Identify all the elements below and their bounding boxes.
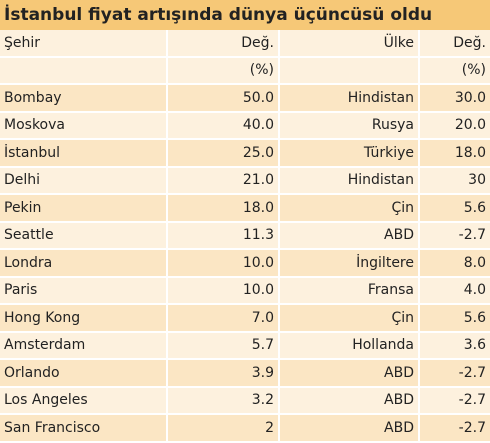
data-row: Londra 10.0 İngiltere 8.0	[0, 250, 490, 278]
table-cell: Türkiye	[280, 140, 420, 168]
table-cell: -2.7	[420, 387, 490, 415]
table-cell: San Francisco	[0, 415, 168, 443]
unit-cell	[0, 57, 168, 85]
table-cell: Fransa	[280, 277, 420, 305]
table-cell: 2	[168, 415, 280, 443]
column-header: Şehir	[0, 30, 168, 58]
table-cell: ABD	[280, 360, 420, 388]
table-cell: ABD	[280, 387, 420, 415]
title: İstanbul fiyat artışında dünya üçüncüsü …	[0, 0, 490, 30]
table-cell: 7.0	[168, 305, 280, 333]
data-row: Bombay 50.0 Hindistan 30.0	[0, 85, 490, 113]
table-cell: 10.0	[168, 250, 280, 278]
table-cell: 50.0	[168, 85, 280, 113]
table-cell: 30	[420, 167, 490, 195]
table-cell: 3.2	[168, 387, 280, 415]
table-cell: 3.6	[420, 332, 490, 360]
table-cell: 18.0	[168, 195, 280, 223]
data-row: Paris 10.0 Fransa 4.0	[0, 277, 490, 305]
table-cell: 8.0	[420, 250, 490, 278]
table-cell: Rusya	[280, 112, 420, 140]
data-row: Delhi 21.0 Hindistan 30	[0, 167, 490, 195]
column-header: Değ.	[420, 30, 490, 58]
header-row: Şehir Değ. Ülke Değ.	[0, 30, 490, 58]
column-header: Değ.	[168, 30, 280, 58]
table-cell: 40.0	[168, 112, 280, 140]
data-row: Orlando 3.9 ABD -2.7	[0, 360, 490, 388]
table-cell: Londra	[0, 250, 168, 278]
table-cell: Los Angeles	[0, 387, 168, 415]
table-cell: İstanbul	[0, 140, 168, 168]
table-cell: 5.6	[420, 195, 490, 223]
table-cell: Pekin	[0, 195, 168, 223]
data-row: San Francisco 2 ABD -2.7	[0, 415, 490, 443]
table-cell: 5.6	[420, 305, 490, 333]
table-cell: -2.7	[420, 222, 490, 250]
table-cell: Delhi	[0, 167, 168, 195]
table-cell: Paris	[0, 277, 168, 305]
table-cell: Hollanda	[280, 332, 420, 360]
table-cell: Hindistan	[280, 85, 420, 113]
table-cell: Moskova	[0, 112, 168, 140]
data-row: Amsterdam 5.7 Hollanda 3.6	[0, 332, 490, 360]
table-cell: Çin	[280, 305, 420, 333]
table-cell: Bombay	[0, 85, 168, 113]
table-cell: Amsterdam	[0, 332, 168, 360]
table-cell: ABD	[280, 415, 420, 443]
table-cell: 21.0	[168, 167, 280, 195]
table-cell: Seattle	[0, 222, 168, 250]
table-cell: ABD	[280, 222, 420, 250]
table-cell: 30.0	[420, 85, 490, 113]
unit-cell	[280, 57, 420, 85]
unit-cell: (%)	[420, 57, 490, 85]
table-cell: Orlando	[0, 360, 168, 388]
data-row: Hong Kong 7.0 Çin 5.6	[0, 305, 490, 333]
column-header: Ülke	[280, 30, 420, 58]
unit-row: (%) (%)	[0, 57, 490, 85]
table-cell: İngiltere	[280, 250, 420, 278]
table-cell: Çin	[280, 195, 420, 223]
table-cell: 4.0	[420, 277, 490, 305]
table-cell: 25.0	[168, 140, 280, 168]
data-row: Pekin 18.0 Çin 5.6	[0, 195, 490, 223]
table-cell: 20.0	[420, 112, 490, 140]
table-cell: 3.9	[168, 360, 280, 388]
table-cell: 5.7	[168, 332, 280, 360]
table-cell: Hong Kong	[0, 305, 168, 333]
data-row: Seattle 11.3 ABD -2.7	[0, 222, 490, 250]
data-row: Los Angeles 3.2 ABD -2.7	[0, 387, 490, 415]
table-cell: 11.3	[168, 222, 280, 250]
table-cell: Hindistan	[280, 167, 420, 195]
table-cell: -2.7	[420, 360, 490, 388]
data-row: Moskova 40.0 Rusya 20.0	[0, 112, 490, 140]
table-cell: 18.0	[420, 140, 490, 168]
table-cell: -2.7	[420, 415, 490, 443]
data-row: İstanbul 25.0 Türkiye 18.0	[0, 140, 490, 168]
unit-cell: (%)	[168, 57, 280, 85]
table: Şehir Değ. Ülke Değ. (%) (%) Bombay 50.0 Hindist…	[0, 30, 490, 443]
table-cell: 10.0	[168, 277, 280, 305]
